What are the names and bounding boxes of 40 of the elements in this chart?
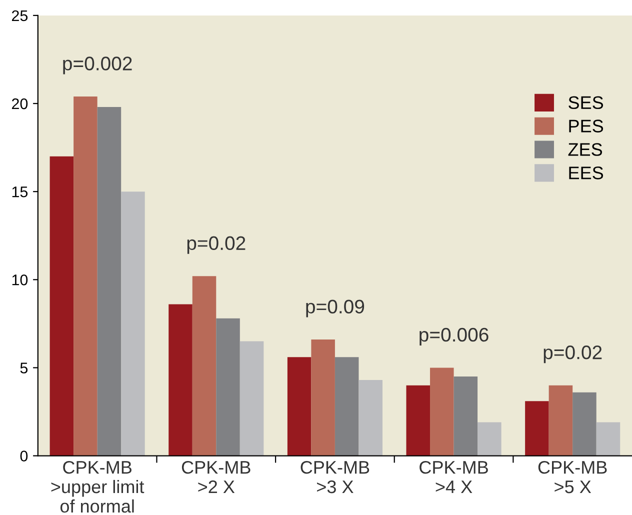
annotation: p=0.09 bbox=[306, 300, 364, 318]
x-tick-label: CPK-MB >upper limit of normal bbox=[51, 460, 144, 513]
bar bbox=[358, 380, 382, 456]
x-tick-label: CPK-MB >4 X bbox=[420, 460, 488, 494]
bar bbox=[596, 422, 620, 456]
bar bbox=[334, 357, 359, 456]
bar bbox=[478, 422, 502, 456]
annotation: p=0.006 bbox=[420, 328, 488, 346]
bar bbox=[168, 304, 192, 456]
x-tick-label: CPK-MB >3 X bbox=[300, 460, 370, 494]
bar bbox=[50, 156, 74, 456]
bar bbox=[454, 376, 478, 456]
bar bbox=[97, 107, 122, 456]
bar bbox=[572, 392, 596, 456]
bar bbox=[121, 192, 145, 456]
bar bbox=[548, 385, 573, 456]
y-tick-label: 10 bbox=[12, 274, 28, 286]
legend-label: EES bbox=[569, 166, 604, 180]
bar bbox=[430, 368, 454, 456]
bar bbox=[525, 401, 549, 456]
legend-label: PES bbox=[569, 120, 604, 132]
bar bbox=[216, 318, 240, 456]
annotation: p=0.02 bbox=[187, 236, 246, 254]
bar bbox=[311, 340, 335, 456]
y-tick-label: 15 bbox=[12, 186, 28, 198]
legend-label: SES bbox=[568, 96, 604, 110]
y-tick-label: 5 bbox=[20, 362, 28, 374]
bar bbox=[406, 385, 430, 456]
y-tick-label: 20 bbox=[12, 98, 28, 110]
annotation: p=0.02 bbox=[544, 345, 602, 364]
bar bbox=[74, 96, 98, 456]
x-tick-label: CPK-MB >2 X bbox=[182, 460, 250, 494]
y-tick-label: 0 bbox=[20, 450, 28, 462]
x-tick-label: CPK-MB >5 X bbox=[538, 460, 607, 494]
bar bbox=[240, 341, 264, 456]
y-tick-label: 25 bbox=[12, 10, 28, 22]
annotation: p=0.002 bbox=[63, 56, 132, 74]
legend-label: ZES bbox=[568, 143, 602, 156]
bar bbox=[287, 357, 312, 456]
bar bbox=[192, 276, 216, 456]
